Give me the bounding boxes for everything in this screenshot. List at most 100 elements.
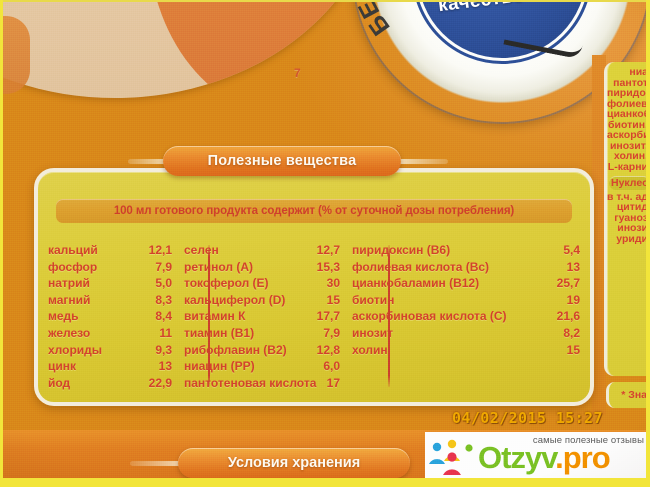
nutrient-name: пиридоксин (В6) bbox=[352, 243, 451, 257]
nutrient-value: 22,9 bbox=[148, 375, 172, 390]
nutrients-columns: кальций 12,1 фосфор 7,9 натрий 5,0 магний 8,… bbox=[48, 243, 588, 395]
nutrient-value: 9,3 bbox=[155, 342, 172, 357]
section-title-nutrients: Полезные вещества bbox=[207, 153, 357, 169]
feeding-table-circle: на одно кор мл Количество мерных ложек с… bbox=[0, 0, 380, 98]
nutrient-row: хлориды 9,3 bbox=[48, 343, 172, 360]
nutrient-value: 8,2 bbox=[563, 325, 580, 340]
nutrient-row: токоферол (Е) 30 bbox=[184, 276, 340, 293]
nutrient-row: цианкобаламин (В12) 25,7 bbox=[352, 276, 580, 293]
nutrient-value: 7,9 bbox=[155, 259, 172, 274]
right-line: пиридокс bbox=[607, 87, 650, 99]
right-line: уриди bbox=[616, 232, 648, 245]
right-line: холин, bbox=[613, 150, 648, 162]
nutrient-row: инозит 8,2 bbox=[352, 326, 580, 343]
right-line: фолиева bbox=[607, 97, 650, 110]
nutrient-row: витамин К 17,7 bbox=[184, 309, 340, 326]
nutrient-row: йод 22,9 bbox=[48, 376, 172, 393]
nutrient-value: 13 bbox=[566, 259, 580, 274]
nutrient-row: фолиевая кислота (Вс) 13 bbox=[352, 260, 580, 277]
camera-timestamp: 04/02/2015 15:27 bbox=[452, 409, 603, 427]
right-footnote: * Зна bbox=[606, 382, 650, 408]
nutrient-name: цианкобаламин (В12) bbox=[352, 276, 480, 291]
nutrient-name: аскорбиновая кислота (С) bbox=[352, 309, 507, 324]
right-lines-group-1: ниа пантот пиридокс фолиева цианкоб биот… bbox=[607, 62, 650, 172]
nutrient-value: 8,4 bbox=[155, 309, 172, 324]
nutrient-name: железо bbox=[48, 325, 91, 340]
right-line: гуаноз bbox=[614, 211, 648, 224]
nutrient-row: аскорбиновая кислота (С) 21,6 bbox=[352, 309, 580, 326]
column-divider bbox=[388, 245, 390, 387]
nutrient-row: ниацин (РР) 6,0 bbox=[184, 359, 340, 376]
nutrient-value: 8,3 bbox=[155, 292, 172, 307]
nutrient-name: медь bbox=[48, 309, 79, 324]
nutrient-name: биотин bbox=[352, 292, 395, 307]
nutrient-value: 12,8 bbox=[316, 342, 340, 357]
section-title-storage: Условия хранения bbox=[227, 455, 361, 471]
film-edge-left bbox=[0, 0, 3, 487]
nutrient-value: 12,1 bbox=[148, 243, 172, 257]
nutrient-name: витамин К bbox=[184, 309, 246, 324]
nutrient-value: 5,0 bbox=[155, 276, 172, 291]
film-edge-right bbox=[646, 0, 650, 487]
nutrient-value: 21,6 bbox=[556, 309, 580, 324]
nutrient-name: селен bbox=[184, 243, 219, 257]
nutrient-value: 15,3 bbox=[316, 259, 340, 274]
nutrient-column-minerals: кальций 12,1 фосфор 7,9 натрий 5,0 магний 8,… bbox=[48, 243, 172, 395]
otzyv-watermark: самые полезные отзывы Otzyv.pro bbox=[425, 432, 650, 479]
right-line: в т.ч. ад bbox=[607, 190, 648, 203]
nutrient-name: натрий bbox=[48, 276, 90, 291]
right-lines-group-2: в т.ч. ад цитид гуаноз инози уриди bbox=[607, 190, 650, 245]
nutrient-name: токоферол (Е) bbox=[184, 276, 269, 291]
nutrient-name: кальциферол (D) bbox=[184, 292, 286, 307]
nutrient-column-vitamins-b: пиридоксин (В6) 5,4 фолиевая кислота (Вс)… bbox=[340, 243, 580, 395]
nutrient-row: фосфор 7,9 bbox=[48, 260, 172, 277]
nutrient-row: холин 15 bbox=[352, 343, 580, 360]
nutrient-value: 13 bbox=[158, 359, 172, 374]
nutrient-row: ретинол (А) 15,3 bbox=[184, 260, 340, 277]
nutrient-row: магний 8,3 bbox=[48, 293, 172, 310]
nutrient-row: железо 11 bbox=[48, 326, 172, 343]
nutrient-value: 17 bbox=[326, 375, 340, 390]
nutrient-row: биотин 19 bbox=[352, 293, 580, 310]
nutrient-name: цинк bbox=[48, 359, 77, 374]
film-edge-bottom bbox=[0, 478, 650, 487]
right-nucleotides-pill: Нуклео bbox=[609, 176, 650, 190]
right-line: аскорби bbox=[607, 129, 650, 141]
nutrient-name: фосфор bbox=[48, 259, 98, 274]
nutrient-name: йод bbox=[48, 375, 71, 390]
right-line: цитид bbox=[616, 201, 648, 213]
section-title-pill-nutrients: Полезные вещества bbox=[163, 146, 401, 176]
storage-pill-tail bbox=[130, 461, 182, 466]
nutrient-name: хлориды bbox=[48, 342, 103, 357]
nutrient-name: инозит bbox=[352, 325, 394, 340]
left-orange-wedge bbox=[0, 16, 30, 94]
nutrient-row: кальций 12,1 bbox=[48, 243, 172, 260]
column-divider bbox=[208, 245, 210, 387]
right-line: пантот bbox=[613, 76, 648, 89]
nutrient-name: тиамин (В1) bbox=[184, 325, 255, 340]
nutrient-row: тиамин (В1) 7,9 bbox=[184, 326, 340, 343]
pill-tail-left bbox=[128, 159, 172, 164]
nutrient-value: 5,4 bbox=[563, 243, 580, 257]
right-line: биотин, bbox=[608, 118, 648, 131]
film-edge-top bbox=[0, 0, 650, 2]
nutrients-subtitle: 100 мл готового продукта содержит (% от … bbox=[113, 205, 515, 217]
nutrient-row: натрий 5,0 bbox=[48, 276, 172, 293]
nutrient-name: рибофлавин (В2) bbox=[184, 342, 287, 357]
section-title-pill-storage: Условия хранения bbox=[178, 448, 410, 478]
nutrient-name: пантотеновая кислота bbox=[184, 375, 317, 390]
right-line: ниа bbox=[629, 66, 648, 78]
nutrient-value: 15 bbox=[566, 342, 580, 357]
right-ingredients-column: ниа пантот пиридокс фолиева цианкоб биот… bbox=[604, 62, 650, 376]
right-line: инози bbox=[617, 222, 648, 234]
right-orange-strip bbox=[592, 55, 606, 415]
nutrient-row: медь 8,4 bbox=[48, 309, 172, 326]
nutrient-row: цинк 13 bbox=[48, 359, 172, 376]
nutrient-value: 15 bbox=[326, 292, 340, 307]
right-line: цианкоб bbox=[607, 108, 650, 120]
watermark-brand-name: Otzyv bbox=[478, 440, 556, 475]
nutrient-name: кальций bbox=[48, 243, 98, 257]
nutrient-value: 17,7 bbox=[316, 309, 340, 324]
nutrients-subtitle-bar: 100 мл готового продукта содержит (% от … bbox=[56, 199, 572, 223]
nutrient-row: селен 12,7 bbox=[184, 243, 340, 260]
